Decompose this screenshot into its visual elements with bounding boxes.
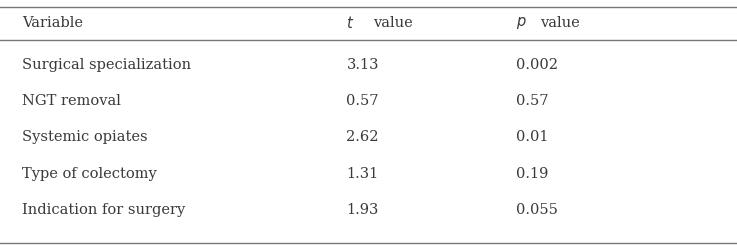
Text: 0.57: 0.57 xyxy=(346,94,379,108)
Text: Systemic opiates: Systemic opiates xyxy=(22,130,147,145)
Text: Indication for surgery: Indication for surgery xyxy=(22,203,186,217)
Text: 1.93: 1.93 xyxy=(346,203,379,217)
Text: value: value xyxy=(540,16,580,30)
Text: 2.62: 2.62 xyxy=(346,130,379,145)
Text: value: value xyxy=(373,16,413,30)
Text: 0.002: 0.002 xyxy=(516,58,558,72)
Text: 0.57: 0.57 xyxy=(516,94,548,108)
Text: Type of colectomy: Type of colectomy xyxy=(22,167,157,181)
Text: $p$: $p$ xyxy=(516,15,526,31)
Text: 0.19: 0.19 xyxy=(516,167,548,181)
Text: NGT removal: NGT removal xyxy=(22,94,121,108)
Text: 0.01: 0.01 xyxy=(516,130,548,145)
Text: Surgical specialization: Surgical specialization xyxy=(22,58,191,72)
Text: 0.055: 0.055 xyxy=(516,203,558,217)
Text: 1.31: 1.31 xyxy=(346,167,379,181)
Text: $t$: $t$ xyxy=(346,15,354,31)
Text: Variable: Variable xyxy=(22,16,83,30)
Text: 3.13: 3.13 xyxy=(346,58,379,72)
